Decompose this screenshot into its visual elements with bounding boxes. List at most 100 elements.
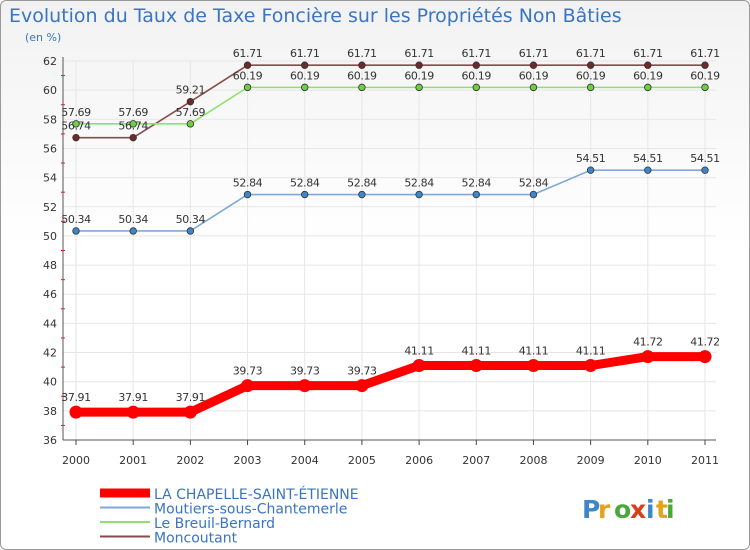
series-line [75, 64, 706, 139]
data-point [701, 61, 709, 69]
logo-letter: x [630, 495, 646, 524]
legend: LA CHAPELLE-SAINT-ÉTIENNEMoutiers-sous-C… [100, 486, 359, 547]
data-label: 41.11 [462, 345, 492, 358]
y-tick-label: 62 [43, 55, 57, 68]
x-tick-label: 2009 [577, 454, 605, 467]
data-point [355, 379, 369, 393]
data-point [644, 61, 652, 69]
series-line [71, 352, 710, 417]
data-label: 41.11 [576, 345, 606, 358]
data-label: 37.91 [176, 391, 206, 404]
data-point [586, 83, 595, 92]
data-point [129, 120, 137, 128]
y-tick-label: 56 [43, 142, 57, 155]
data-label: 54.51 [690, 152, 720, 165]
x-tick-label: 2002 [176, 454, 204, 467]
data-label: 60.19 [404, 69, 434, 82]
series-layer [69, 61, 712, 419]
data-point [529, 190, 538, 199]
data-label: 37.91 [61, 391, 91, 404]
data-label: 57.69 [61, 106, 91, 119]
data-label: 60.19 [290, 69, 320, 82]
logo-letter: o [614, 495, 631, 524]
data-label: 52.84 [290, 177, 320, 190]
data-point [472, 83, 480, 92]
data-point [69, 405, 83, 419]
data-label: 61.71 [633, 47, 663, 60]
data-point [72, 120, 80, 128]
data-label: 60.19 [576, 69, 606, 82]
data-point [186, 97, 195, 106]
x-tick-label: 2010 [634, 454, 662, 467]
y-tick-label: 36 [43, 434, 57, 447]
y-tick-label: 46 [43, 288, 57, 301]
data-label: 52.84 [404, 177, 434, 190]
data-label: 57.69 [176, 106, 206, 119]
data-point [586, 61, 595, 69]
data-label: 37.91 [118, 391, 148, 404]
series-line [75, 169, 706, 232]
legend-label: Le Breuil-Bernard [154, 516, 275, 532]
data-point [298, 379, 312, 393]
unit-label: (en %) [25, 31, 62, 44]
data-point [701, 83, 709, 92]
y-tick-label: 54 [43, 172, 57, 185]
data-label: 41.11 [519, 345, 549, 358]
data-point [241, 379, 255, 393]
data-label: 54.51 [576, 152, 606, 165]
data-point [358, 83, 366, 92]
y-tick-label: 52 [43, 201, 57, 214]
y-tick-label: 40 [43, 376, 57, 389]
data-label: 39.73 [233, 365, 263, 378]
data-label: 50.34 [118, 213, 148, 226]
data-label: 57.69 [118, 106, 148, 119]
data-point [243, 83, 252, 92]
data-point [243, 190, 252, 199]
data-point [641, 350, 655, 364]
axes: 36 38 40 42 44 46 48 50 52 54 56 58 60 62 2000 2001 2002… [43, 55, 719, 467]
proxiti-logo: Pr ox i ti [582, 495, 675, 524]
logo-letter: t [656, 495, 668, 524]
data-point [186, 120, 195, 128]
data-point [129, 133, 137, 142]
logo-letter: P [582, 495, 600, 524]
x-tick-label: 2004 [291, 454, 319, 467]
data-point [644, 166, 652, 174]
data-label: 61.71 [519, 47, 549, 60]
data-point [472, 190, 480, 199]
x-tick-label: 2000 [62, 454, 90, 467]
y-tick-label: 58 [43, 113, 57, 126]
x-tick-label: 2007 [462, 454, 490, 467]
x-tick-label: 2011 [691, 454, 719, 467]
data-label: 61.71 [290, 47, 320, 60]
data-point [701, 166, 709, 174]
x-tick-label: 2008 [519, 454, 547, 467]
y-tick-label: 48 [43, 259, 57, 272]
grid [63, 60, 716, 441]
logo-letter: i [666, 495, 675, 524]
data-labels: 56.74 56.74 59.21 61.71 61.71 61.71 61.71 61.71… [61, 47, 720, 404]
data-label: 61.71 [233, 47, 263, 60]
data-point [415, 190, 423, 199]
data-point [129, 227, 137, 235]
logo-letter: r [598, 495, 611, 524]
data-label: 60.19 [347, 69, 377, 82]
data-label: 61.71 [690, 47, 720, 60]
data-point [358, 190, 366, 199]
data-label: 39.73 [290, 365, 320, 378]
chart-title: Evolution du Taux de Taxe Foncière sur l… [9, 5, 622, 27]
data-label: 50.34 [176, 213, 206, 226]
data-point [72, 227, 80, 235]
data-point [243, 61, 252, 69]
data-label: 50.34 [61, 213, 91, 226]
data-label: 60.19 [462, 69, 492, 82]
y-tick-label: 50 [43, 230, 57, 243]
data-point [301, 83, 309, 92]
logo-letter: i [646, 495, 655, 524]
legend-label: LA CHAPELLE-SAINT-ÉTIENNE [154, 486, 359, 503]
data-label: 39.73 [347, 365, 377, 378]
data-label: 56.74 [118, 120, 148, 133]
data-label: 52.84 [462, 177, 492, 190]
y-tick-label: 42 [43, 347, 57, 360]
